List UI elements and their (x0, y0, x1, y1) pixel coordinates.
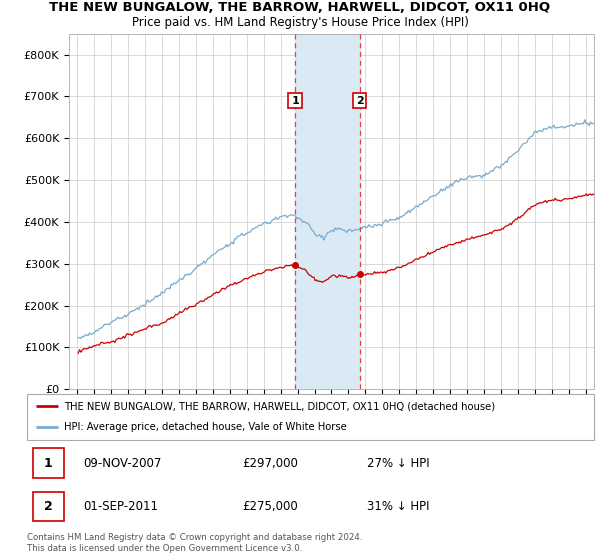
Text: Price paid vs. HM Land Registry's House Price Index (HPI): Price paid vs. HM Land Registry's House … (131, 16, 469, 29)
Text: £275,000: £275,000 (242, 500, 298, 513)
Text: 1: 1 (44, 457, 53, 470)
Text: THE NEW BUNGALOW, THE BARROW, HARWELL, DIDCOT, OX11 0HQ (detached house): THE NEW BUNGALOW, THE BARROW, HARWELL, D… (64, 401, 495, 411)
Text: 27% ↓ HPI: 27% ↓ HPI (367, 457, 430, 470)
Text: 31% ↓ HPI: 31% ↓ HPI (367, 500, 430, 513)
Text: 2: 2 (44, 500, 53, 513)
Text: 1: 1 (291, 96, 299, 105)
Text: HPI: Average price, detached house, Vale of White Horse: HPI: Average price, detached house, Vale… (64, 422, 347, 432)
Bar (32, 492, 64, 521)
Text: 01-SEP-2011: 01-SEP-2011 (84, 500, 158, 513)
Text: Contains HM Land Registry data © Crown copyright and database right 2024.
This d: Contains HM Land Registry data © Crown c… (27, 533, 362, 553)
Text: £297,000: £297,000 (242, 457, 298, 470)
Bar (295, 34, 360, 389)
Text: 09-NOV-2007: 09-NOV-2007 (84, 457, 162, 470)
Text: THE NEW BUNGALOW, THE BARROW, HARWELL, DIDCOT, OX11 0HQ: THE NEW BUNGALOW, THE BARROW, HARWELL, D… (49, 1, 551, 14)
Text: 2: 2 (356, 96, 364, 105)
Bar (32, 449, 64, 478)
